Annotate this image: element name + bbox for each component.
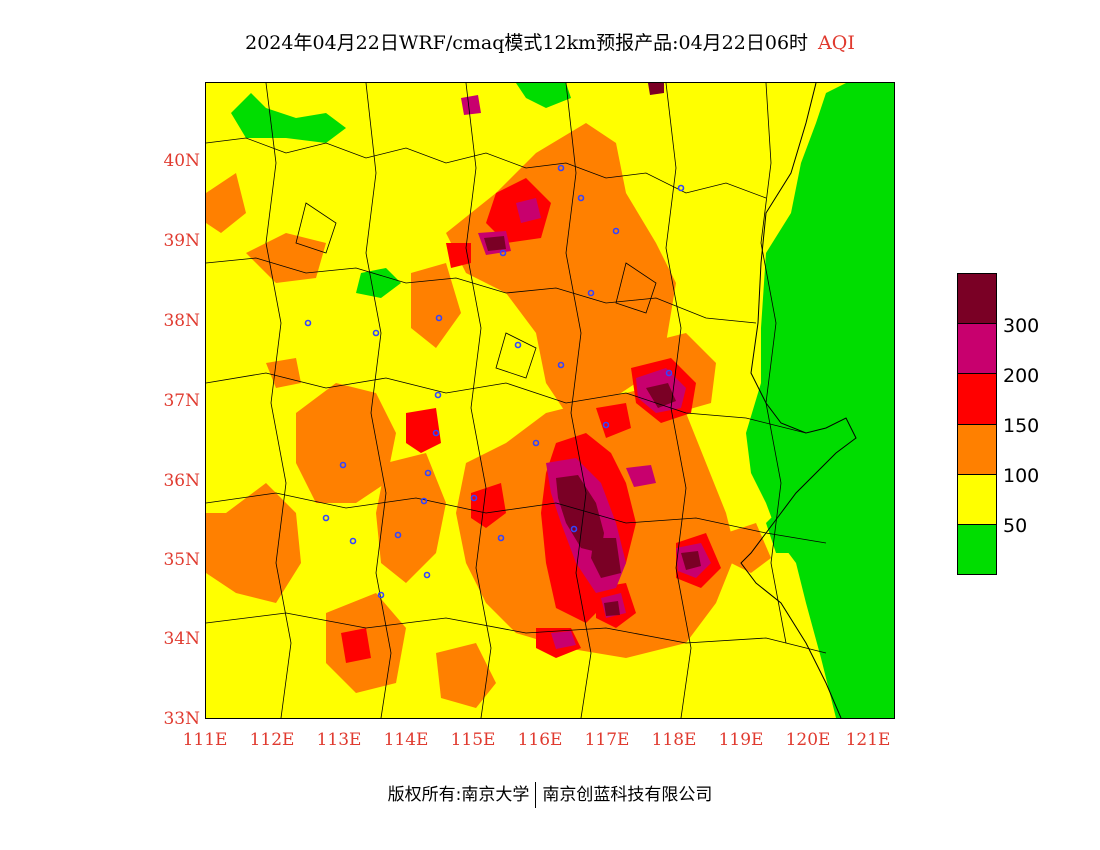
legend-label-100: 100 [1003, 465, 1040, 487]
boundary-lines [206, 83, 827, 718]
aqi-legend [957, 273, 997, 575]
footer-copyright: 版权所有:南京大学 [387, 785, 530, 805]
title-aqi-label: AQI [818, 32, 855, 54]
green-regions [231, 83, 894, 718]
title-main: 2024年04月22日WRF/cmaq模式12km预报产品:04月22日06时 [245, 32, 809, 54]
lon-tick-120e: 120E [785, 730, 831, 750]
page-title: 2024年04月22日WRF/cmaq模式12km预报产品:04月22日06时 A… [0, 28, 1100, 55]
lat-tick-33n: 33N [163, 709, 200, 729]
city-markers [304, 164, 685, 599]
legend-label-150: 150 [1003, 415, 1040, 437]
legend-label-300: 300 [1003, 315, 1040, 337]
lon-tick-118e: 118E [651, 730, 697, 750]
legend-swatch-0-50 [958, 524, 996, 575]
legend-swatch-200-300 [958, 324, 996, 375]
lat-tick-40n: 40N [163, 151, 200, 171]
lon-tick-117e: 117E [584, 730, 630, 750]
legend-label-50: 50 [1003, 515, 1028, 537]
legend-swatch-100-150 [958, 424, 996, 475]
aqi-map [205, 82, 895, 719]
legend-swatch-50-100 [958, 474, 996, 525]
lon-tick-115e: 115E [450, 730, 496, 750]
legend-swatch-300plus [958, 274, 996, 325]
legend-swatch-150-200 [958, 374, 996, 425]
lon-tick-116e: 116E [517, 730, 563, 750]
lon-tick-121e: 121E [845, 730, 891, 750]
lon-tick-112e: 112E [249, 730, 295, 750]
footer-company: 南京创蓝科技有限公司 [542, 785, 713, 805]
lon-tick-113e: 113E [316, 730, 362, 750]
lon-tick-119e: 119E [718, 730, 764, 750]
lat-tick-34n: 34N [163, 629, 200, 649]
lon-tick-114e: 114E [383, 730, 429, 750]
maroon-regions [484, 83, 701, 616]
lat-tick-39n: 39N [163, 231, 200, 251]
lat-tick-38n: 38N [163, 311, 200, 331]
legend-label-200: 200 [1003, 365, 1040, 387]
lat-tick-36n: 36N [163, 471, 200, 491]
lat-tick-35n: 35N [163, 550, 200, 570]
lon-tick-111e: 111E [182, 730, 228, 750]
footer-separator [535, 782, 537, 808]
coastline [740, 83, 857, 718]
footer-credits: 版权所有:南京大学 南京创蓝科技有限公司 [0, 780, 1100, 808]
lat-tick-37n: 37N [163, 391, 200, 411]
